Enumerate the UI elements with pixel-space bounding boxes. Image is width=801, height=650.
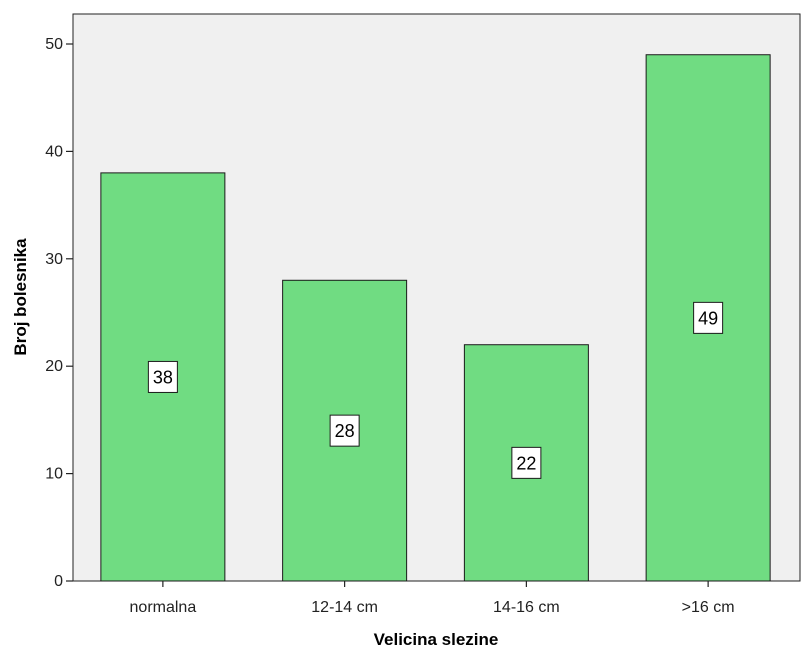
data-label-box xyxy=(329,414,360,447)
y-axis-title: Broj bolesnika xyxy=(11,238,30,356)
y-tick-label: 50 xyxy=(45,36,63,53)
y-tick-label: 30 xyxy=(45,251,63,268)
data-labels-layer: 38 28 22 49 xyxy=(147,301,724,479)
y-tick-label: 10 xyxy=(45,466,63,483)
x-tick-label: normalna xyxy=(130,599,197,616)
y-axis: 0 10 20 30 40 50 xyxy=(45,36,73,590)
data-label: 49 xyxy=(698,308,718,328)
data-label-box xyxy=(147,360,178,393)
x-axis-title: Velicina slezine xyxy=(374,630,499,649)
data-label-box xyxy=(511,446,542,479)
y-tick-label: 0 xyxy=(54,573,63,590)
x-axis: normalna 12-14 cm 14-16 cm >16 cm xyxy=(130,581,735,616)
y-tick-label: 40 xyxy=(45,143,63,160)
x-tick-label: 12-14 cm xyxy=(311,599,378,616)
y-tick-label: 20 xyxy=(45,358,63,375)
x-tick-label: >16 cm xyxy=(682,599,735,616)
data-label: 38 xyxy=(153,367,173,387)
data-label-box xyxy=(693,301,724,334)
data-label: 28 xyxy=(335,421,355,441)
x-tick-label: 14-16 cm xyxy=(493,599,560,616)
data-label: 22 xyxy=(516,453,536,473)
